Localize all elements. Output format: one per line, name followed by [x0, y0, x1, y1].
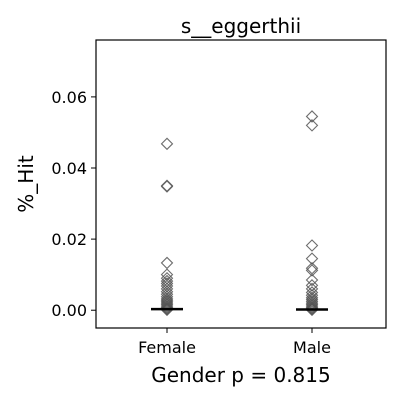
data-points: [162, 111, 318, 315]
x-axis-label: Gender p = 0.815: [151, 363, 330, 387]
data-point: [162, 257, 173, 268]
y-tick-label: 0.06: [51, 88, 87, 107]
y-tick-label: 0.04: [51, 159, 87, 178]
x-tick-label-female: Female: [138, 338, 196, 357]
x-axis-ticks: Female Male: [138, 328, 331, 357]
data-point: [162, 180, 173, 191]
y-tick-label: 0.00: [51, 301, 87, 320]
data-point: [162, 138, 173, 149]
chart-title: s__eggerthii: [181, 14, 301, 38]
data-point: [162, 181, 173, 192]
y-axis-label: %_Hit: [14, 155, 38, 213]
y-axis-ticks: 0.00 0.02 0.04 0.06: [51, 88, 96, 320]
y-tick-label: 0.02: [51, 230, 87, 249]
x-tick-label-male: Male: [293, 338, 331, 357]
plot-area-frame: [96, 40, 386, 328]
data-point: [307, 240, 318, 251]
